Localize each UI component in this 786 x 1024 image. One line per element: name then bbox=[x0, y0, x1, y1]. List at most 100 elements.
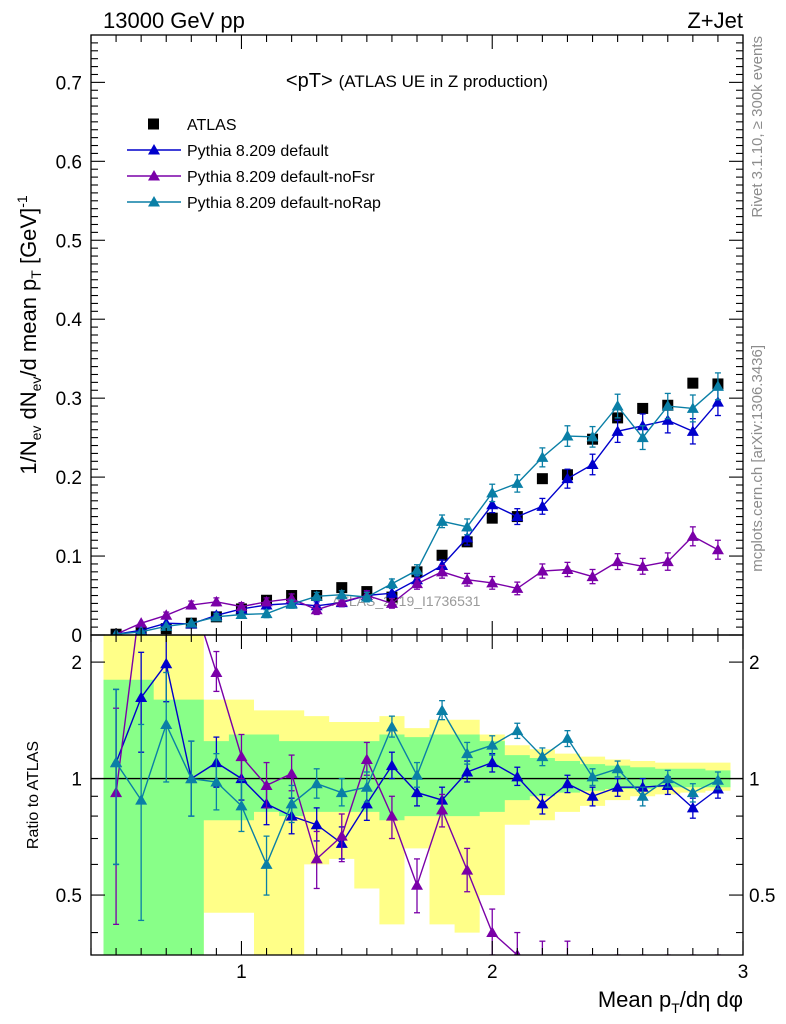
ratio-point-noFsr bbox=[285, 767, 298, 779]
point-noRap bbox=[310, 590, 323, 601]
y-tick-label: 0.4 bbox=[56, 310, 83, 331]
point-default bbox=[436, 559, 449, 571]
point-noFsr bbox=[611, 555, 624, 567]
legend-label: Pythia 8.209 default-noRap bbox=[187, 195, 381, 212]
ratio-point-default bbox=[686, 801, 699, 813]
ratio-point-default bbox=[561, 777, 574, 789]
x-tick-label: 2 bbox=[487, 962, 498, 983]
point-noFsr bbox=[385, 597, 398, 608]
ratio-point-noRap bbox=[711, 774, 724, 785]
point-noFsr bbox=[586, 570, 599, 582]
point-noRap bbox=[611, 400, 624, 411]
legend-entry-default: Pythia 8.209 default bbox=[127, 143, 329, 160]
point-noFsr bbox=[661, 555, 674, 567]
point-noRap bbox=[561, 430, 574, 441]
legend-label: Pythia 8.209 default-noFsr bbox=[187, 169, 375, 186]
ratio-point-noFsr bbox=[160, 588, 172, 599]
ratio-point-noRap bbox=[210, 775, 223, 787]
point-default bbox=[661, 414, 674, 425]
ratio-point-noFsr bbox=[260, 779, 273, 790]
point-noFsr bbox=[686, 530, 699, 541]
point-noFsr bbox=[235, 600, 248, 612]
series-noFsr bbox=[112, 526, 724, 635]
ratio-point-default bbox=[511, 770, 524, 782]
ratio-point-noFsr bbox=[637, 975, 649, 986]
point-noRap bbox=[636, 431, 649, 443]
y-tick-label: 0.1 bbox=[56, 547, 82, 568]
legend-marker bbox=[148, 118, 159, 130]
ratio-point-noFsr bbox=[135, 588, 147, 599]
ratio-point-noRap bbox=[185, 772, 198, 784]
point-noRap bbox=[711, 380, 724, 391]
ratio-point-default bbox=[160, 657, 173, 669]
point-default bbox=[586, 458, 599, 469]
ratio-y-tick-label: 1 bbox=[71, 770, 82, 791]
point-noFsr bbox=[210, 595, 223, 607]
legend-entry-atlas: ATLAS bbox=[148, 117, 237, 134]
point-atlas bbox=[536, 473, 548, 485]
top-panel-data bbox=[110, 372, 724, 635]
point-noRap bbox=[661, 400, 674, 411]
header-left: 13000 GeV pp bbox=[103, 8, 245, 33]
point-default bbox=[385, 587, 398, 598]
y-tick-label: 0.6 bbox=[56, 152, 82, 173]
ratio-point-default bbox=[135, 691, 148, 703]
y-tick-label: 0.5 bbox=[56, 231, 82, 252]
legend: ATLAS Pythia 8.209 default Pythia 8.209 de… bbox=[127, 117, 381, 212]
ratio-point-noFsr bbox=[687, 975, 699, 986]
mcplots-label: mcplots.cern.ch [arXiv:1306.3436] bbox=[749, 345, 766, 572]
ratio-point-noRap bbox=[310, 777, 323, 789]
ratio-series-noRap bbox=[110, 671, 724, 922]
ratio-y-tick-label-right: 1 bbox=[749, 770, 760, 791]
ratio-point-noRap bbox=[461, 747, 474, 759]
point-noRap bbox=[160, 620, 173, 631]
top-ylabel: 1/Nev dNev/d mean pT [GeV]-1 bbox=[14, 195, 44, 475]
header-right: Z+Jet bbox=[687, 8, 743, 33]
ratio-point-noRap bbox=[260, 858, 273, 869]
legend-entry-noFsr: Pythia 8.209 default-noFsr bbox=[127, 169, 375, 186]
x-tick-label: 1 bbox=[236, 962, 247, 983]
ratio-point-default bbox=[636, 781, 649, 792]
ratio-point-noRap bbox=[335, 786, 348, 798]
ratio-point-noRap bbox=[160, 718, 173, 729]
point-noFsr bbox=[486, 576, 499, 588]
ratio-point-noRap bbox=[561, 732, 574, 743]
plot-title-sub: (ATLAS UE in Z production) bbox=[339, 72, 548, 91]
ratio-point-default bbox=[461, 765, 474, 777]
y-tick-label: 0.7 bbox=[56, 73, 82, 94]
point-atlas bbox=[336, 582, 348, 594]
y-tick-label: 0 bbox=[71, 626, 82, 647]
point-default bbox=[461, 531, 474, 543]
point-noRap bbox=[385, 577, 398, 589]
ratio-point-noFsr bbox=[210, 666, 223, 677]
point-default bbox=[686, 425, 699, 436]
legend-marker bbox=[148, 196, 160, 207]
point-noRap bbox=[461, 520, 474, 532]
ratio-point-default bbox=[611, 781, 624, 792]
point-noRap bbox=[185, 617, 198, 628]
ratio-point-noFsr bbox=[587, 975, 599, 986]
point-atlas bbox=[687, 377, 699, 389]
point-noFsr bbox=[711, 543, 724, 555]
point-noFsr bbox=[185, 599, 198, 610]
point-atlas bbox=[486, 512, 498, 524]
legend-label: Pythia 8.209 default bbox=[187, 143, 329, 160]
ratio-point-noRap bbox=[135, 794, 148, 805]
point-noRap bbox=[486, 486, 499, 498]
ratio-point-noRap bbox=[511, 724, 524, 736]
x-tick-label: 3 bbox=[738, 962, 749, 983]
point-noFsr bbox=[636, 560, 649, 571]
ratio-y-tick-label-right: 0.5 bbox=[749, 886, 775, 907]
ratio-point-noRap bbox=[360, 781, 373, 792]
legend-label: ATLAS bbox=[187, 117, 237, 134]
legend-entry-noRap: Pythia 8.209 default-noRap bbox=[127, 195, 381, 212]
ratio-point-default bbox=[486, 756, 499, 768]
ratio-point-noRap bbox=[661, 772, 674, 784]
point-noFsr bbox=[511, 582, 524, 593]
ratio-point-noRap bbox=[110, 756, 123, 768]
bottom-ylabel: Ratio to ATLAS bbox=[25, 741, 42, 849]
point-noFsr bbox=[536, 565, 549, 576]
legend-marker bbox=[148, 144, 160, 155]
point-default bbox=[511, 510, 524, 522]
